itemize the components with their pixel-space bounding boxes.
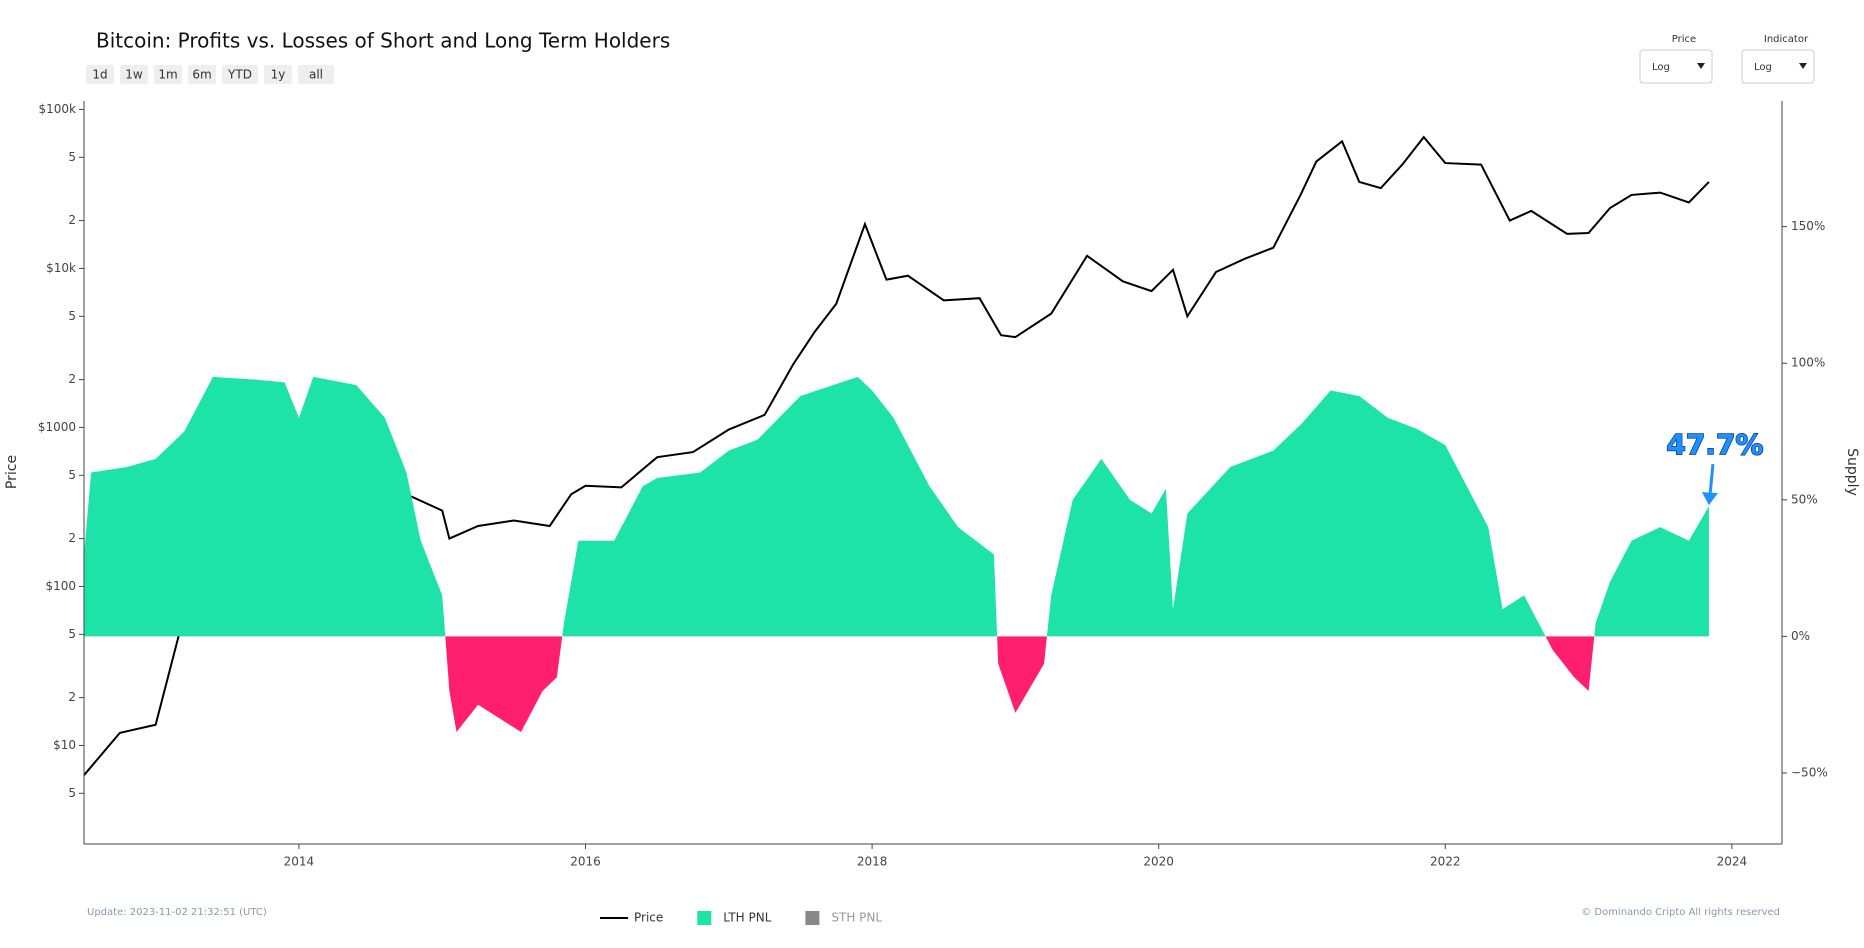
- range-button-bg[interactable]: [188, 65, 216, 84]
- y-tick-label: $100k: [39, 102, 77, 116]
- dropdown-box[interactable]: [1741, 49, 1815, 84]
- y-tick-label: 2: [68, 531, 76, 545]
- range-button-bg[interactable]: [154, 65, 182, 84]
- y-tick-label: 2: [68, 372, 76, 386]
- y-tick-label: 5: [68, 627, 76, 641]
- dropdown[interactable]: Log: [1741, 49, 1815, 84]
- range-button-bg[interactable]: [298, 65, 334, 84]
- x-tick-label: 2020: [1143, 855, 1174, 869]
- x-tick-label: 2018: [857, 855, 888, 869]
- lth-area-negative: [445, 636, 1595, 733]
- legend-item[interactable]: STH PNL: [805, 911, 882, 926]
- y-tick-label: 5: [68, 468, 76, 482]
- range-button-label[interactable]: 1m: [158, 68, 177, 82]
- y-tick-label: 5: [68, 786, 76, 800]
- range-button-bg[interactable]: [120, 65, 148, 84]
- range-button[interactable]: YTD: [222, 65, 258, 84]
- y-tick-label: 2: [68, 213, 76, 227]
- range-button-bg[interactable]: [86, 65, 114, 84]
- dropdown-arrow[interactable]: [1697, 63, 1705, 69]
- y2-axis-label: Supply: [1844, 448, 1860, 496]
- x-tick-label: 2022: [1430, 855, 1461, 869]
- y-axis-label: Price: [4, 455, 20, 489]
- range-button[interactable]: 1d: [86, 65, 114, 84]
- y2-tick-label: 0%: [1791, 629, 1810, 643]
- update-text: Update: 2023-11-02 21:32:51 (UTC): [87, 907, 267, 918]
- chart-title: Bitcoin: Profits vs. Losses of Short and…: [96, 29, 670, 53]
- annotation-arrow: [1708, 463, 1715, 497]
- legend-item[interactable]: Price: [600, 911, 663, 925]
- x-tick-label: 2014: [284, 855, 315, 869]
- dropdown-value[interactable]: Log: [1652, 62, 1670, 73]
- range-button[interactable]: 1y: [264, 65, 292, 84]
- legend-item[interactable]: LTH PNL: [697, 911, 772, 926]
- control-label: Price: [1672, 34, 1696, 45]
- dropdown-box[interactable]: [1639, 49, 1713, 84]
- dropdown[interactable]: Log: [1639, 49, 1713, 84]
- range-button-bg[interactable]: [264, 65, 292, 84]
- range-button[interactable]: all: [298, 65, 334, 84]
- y-tick-label: $100: [45, 579, 76, 593]
- range-button-bg[interactable]: [222, 65, 258, 84]
- x-tick-label: 2016: [570, 855, 601, 869]
- range-button-label[interactable]: all: [309, 68, 323, 82]
- range-button-label[interactable]: 1w: [125, 68, 143, 82]
- legend-label[interactable]: STH PNL: [831, 911, 882, 925]
- legend-swatch[interactable]: [805, 911, 820, 925]
- y-tick-label: 5: [68, 309, 76, 323]
- y-tick-label: $10: [53, 738, 76, 752]
- range-button-label[interactable]: YTD: [227, 68, 252, 82]
- annotation: 47.7%: [1666, 428, 1763, 461]
- y-tick-label: 2: [68, 690, 76, 704]
- range-button[interactable]: 1w: [120, 65, 148, 84]
- legend-label[interactable]: LTH PNL: [723, 911, 771, 925]
- y-tick-label: $1000: [38, 420, 76, 434]
- annotation-arrowhead: [1701, 492, 1718, 506]
- lth-area-positive: [84, 376, 1709, 637]
- copyright: © Dominando Cripto All rights reserved: [1581, 907, 1780, 918]
- range-button[interactable]: 6m: [188, 65, 216, 84]
- range-button-label[interactable]: 1y: [271, 68, 286, 82]
- x-tick-label: 2024: [1717, 855, 1748, 869]
- y-tick-label: 5: [68, 150, 76, 164]
- range-button-label[interactable]: 1d: [92, 68, 107, 82]
- y2-tick-label: −50%: [1791, 765, 1828, 779]
- range-button[interactable]: 1m: [154, 65, 182, 84]
- control-label: Indicator: [1764, 34, 1809, 45]
- range-button-label[interactable]: 6m: [192, 68, 211, 82]
- y2-tick-label: 150%: [1791, 219, 1825, 233]
- legend-label[interactable]: Price: [634, 911, 663, 925]
- legend-swatch[interactable]: [697, 911, 712, 925]
- y-tick-label: $10k: [46, 261, 76, 275]
- y2-tick-label: 100%: [1791, 356, 1825, 370]
- dropdown-value[interactable]: Log: [1754, 62, 1772, 73]
- y2-tick-label: 50%: [1791, 492, 1818, 506]
- dropdown-arrow[interactable]: [1799, 63, 1807, 69]
